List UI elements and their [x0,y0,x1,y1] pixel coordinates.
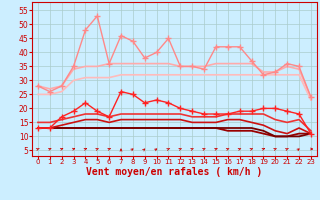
X-axis label: Vent moyen/en rafales ( km/h ): Vent moyen/en rafales ( km/h ) [86,167,262,177]
